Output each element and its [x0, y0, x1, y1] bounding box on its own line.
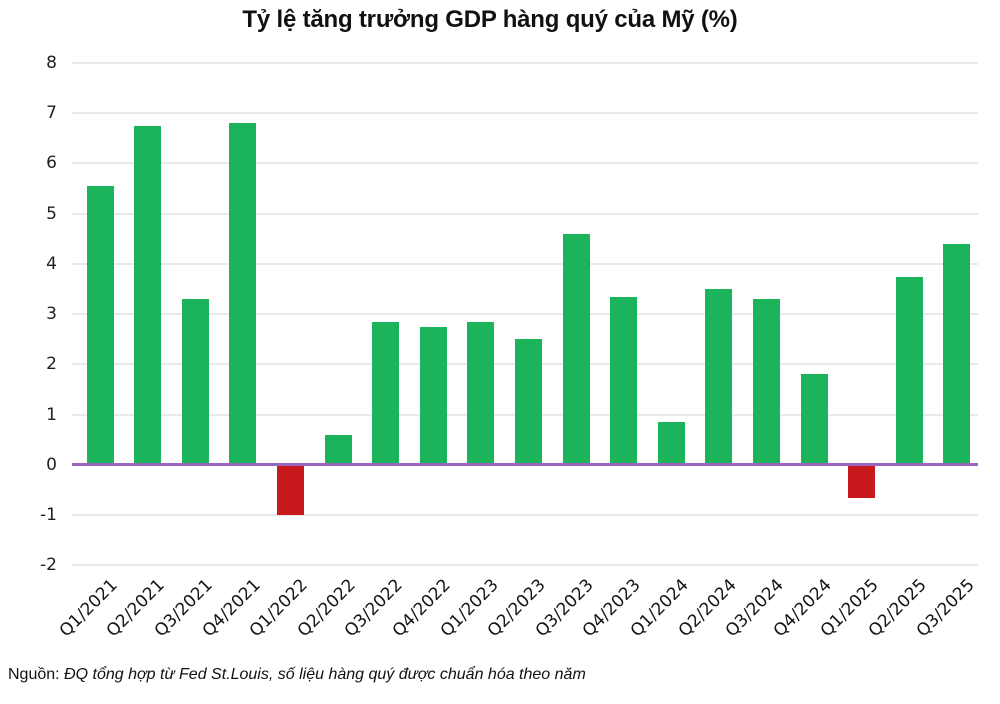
gridline-y-2: [72, 564, 978, 567]
gridline-y7: [72, 112, 978, 115]
gridline-y6: [72, 162, 978, 165]
y-axis-label-2: 2: [46, 354, 57, 375]
bar-q2-2025: [895, 276, 923, 465]
bar-q2-2022: [324, 434, 352, 465]
y-axis-label-3: 3: [46, 304, 57, 325]
gridline-y5: [72, 212, 978, 215]
bar-q4-2024: [800, 374, 828, 465]
bar-q2-2023: [514, 339, 542, 465]
bar-q4-2022: [419, 326, 447, 465]
bar-q4-2021: [229, 123, 257, 465]
gridline-y-1: [72, 514, 978, 517]
source-prefix: Nguồn:: [8, 666, 60, 683]
bar-q3-2021: [181, 299, 209, 465]
source-text: ĐQ tổng hợp từ Fed St.Louis, số liệu hàn…: [64, 666, 586, 683]
y-axis-label-7: 7: [46, 103, 57, 124]
y-axis-label-1: 1: [46, 404, 57, 425]
y-axis-label--2: -2: [40, 555, 57, 576]
bar-q1-2023: [467, 321, 495, 465]
y-axis-label--1: -1: [40, 505, 57, 526]
bar-q1-2022: [276, 464, 304, 516]
bar-q4-2023: [610, 296, 638, 465]
y-axis-label-0: 0: [46, 454, 57, 475]
chart-title: Tỷ lệ tăng trưởng GDP hàng quý của Mỹ (%…: [242, 6, 738, 33]
bar-q1-2024: [657, 422, 685, 465]
bar-q3-2024: [752, 299, 780, 465]
bar-q1-2021: [86, 186, 114, 465]
gridline-y8: [72, 62, 978, 64]
y-axis-label-8: 8: [46, 53, 57, 73]
bar-q3-2022: [372, 321, 400, 465]
bar-q2-2024: [705, 289, 733, 465]
bar-q2-2021: [134, 125, 162, 465]
source-line: Nguồn: ĐQ tổng hợp từ Fed St.Louis, số l…: [8, 666, 586, 684]
zero-axis-line: [72, 463, 978, 467]
bar-q1-2025: [848, 464, 876, 498]
bar-q3-2025: [943, 243, 971, 465]
gridline-y4: [72, 262, 978, 265]
y-axis-label-5: 5: [46, 203, 57, 224]
y-axis-label-4: 4: [46, 253, 57, 274]
gridline-y3: [72, 313, 978, 316]
bar-q3-2023: [562, 233, 590, 465]
y-axis-label-6: 6: [46, 153, 57, 174]
